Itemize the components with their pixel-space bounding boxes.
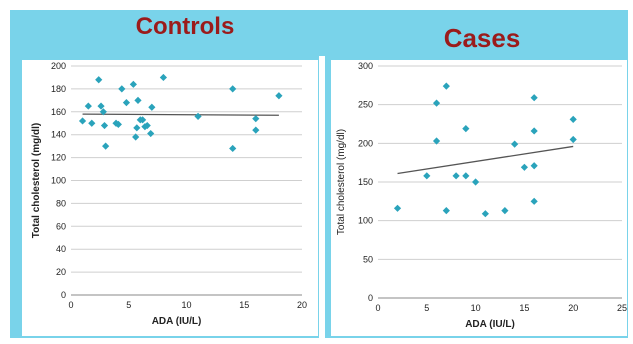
data-point (462, 172, 470, 180)
data-point (520, 163, 528, 171)
data-point (511, 140, 519, 148)
data-point (472, 178, 480, 186)
data-point (530, 197, 538, 205)
data-point (432, 99, 441, 107)
x-tick-label: 10 (181, 300, 191, 310)
controls-panel: 0 20 40 60 80 100 120 140 160 180 200 0 5 10 15 20 ADA (… (10, 56, 319, 338)
data-point (95, 76, 103, 84)
data-point (114, 120, 122, 128)
data-point (134, 96, 142, 104)
y-tick-label: 50 (363, 254, 373, 264)
data-point (275, 92, 283, 100)
y-tick-label: 200 (358, 138, 373, 148)
trendline (82, 113, 279, 116)
y-axis-title: Total cholesterol (mg/dl) (31, 123, 42, 238)
x-tick-label: 0 (68, 300, 73, 310)
x-tick-label: 20 (568, 303, 578, 313)
x-axis-title: ADA (IU/L) (152, 316, 202, 327)
data-point (147, 129, 155, 138)
data-point (84, 102, 92, 110)
controls-chart-svg: 0 20 40 60 80 100 120 140 160 180 200 0 5 10 15 20 ADA (… (31, 61, 307, 327)
data-point (102, 142, 110, 150)
data-point (78, 117, 87, 125)
y-tick-label: 100 (358, 216, 373, 226)
data-point (97, 102, 105, 110)
y-tick-label: 0 (61, 290, 66, 300)
y-tick-label: 20 (56, 267, 66, 277)
data-point (252, 115, 260, 123)
data-point (569, 135, 577, 144)
cases-chart: 0 50 100 150 200 250 300 0 5 10 15 20 25 ADA (IU/L) To… (331, 60, 627, 336)
x-tick-label: 20 (297, 300, 307, 310)
y-tick-label: 40 (56, 244, 66, 254)
y-tick-label: 100 (51, 176, 66, 186)
x-tick-label: 5 (126, 300, 131, 310)
data-point (481, 210, 489, 218)
data-point (530, 127, 538, 135)
y-tick-label: 200 (51, 61, 66, 71)
x-axis-title: ADA (IU/L) (465, 319, 515, 330)
x-tick-label: 0 (375, 303, 380, 313)
data-point (143, 121, 151, 130)
data-point (99, 108, 107, 116)
data-point (530, 94, 538, 102)
data-point (159, 73, 167, 82)
x-tick-label: 15 (519, 303, 529, 313)
x-tick-label: 10 (471, 303, 481, 313)
y-tick-label: 140 (51, 130, 66, 140)
data-point (132, 133, 140, 141)
y-tick-label: 80 (56, 198, 66, 208)
title-banner: Controls Cases (10, 10, 628, 56)
y-tick-label: 120 (51, 153, 66, 163)
data-point (118, 85, 126, 93)
data-point (501, 207, 509, 215)
y-tick-label: 150 (358, 177, 373, 187)
trendline (397, 145, 574, 175)
cases-chart-svg: 0 50 100 150 200 250 300 0 5 10 15 20 25 ADA (IU/L) To… (336, 61, 627, 330)
data-point (229, 85, 237, 93)
data-point (569, 115, 577, 123)
cases-title: Cases (443, 23, 521, 53)
data-point (88, 119, 96, 127)
data-point (462, 125, 470, 133)
data-point (442, 82, 450, 90)
y-tick-label: 300 (358, 61, 373, 71)
data-point (229, 144, 237, 153)
y-tick-label: 180 (51, 84, 66, 94)
data-point (530, 162, 538, 170)
data-point (133, 124, 141, 132)
y-tick-label: 60 (56, 221, 66, 231)
x-tick-label: 15 (239, 300, 249, 310)
data-point (432, 137, 441, 145)
data-point (442, 207, 450, 215)
y-tick-label: 0 (368, 293, 373, 303)
data-point (122, 99, 131, 107)
data-point (393, 204, 402, 212)
data-point (252, 126, 260, 134)
data-point (129, 80, 137, 88)
cases-panel: 0 50 100 150 200 250 300 0 5 10 15 20 25 ADA (IU/L) To… (325, 56, 628, 338)
data-point (148, 103, 156, 111)
y-axis-title: Total cholesterol (mg/dl) (336, 129, 347, 235)
y-tick-label: 160 (51, 107, 66, 117)
x-tick-label: 5 (424, 303, 429, 313)
x-tick-label: 25 (617, 303, 627, 313)
data-point (100, 121, 109, 130)
controls-title: Controls (135, 13, 235, 40)
y-tick-label: 250 (358, 100, 373, 110)
data-point (423, 172, 431, 180)
controls-chart: 0 20 40 60 80 100 120 140 160 180 200 0 5 10 15 20 ADA (… (22, 60, 318, 336)
data-point (452, 172, 460, 180)
data-point (194, 112, 202, 120)
